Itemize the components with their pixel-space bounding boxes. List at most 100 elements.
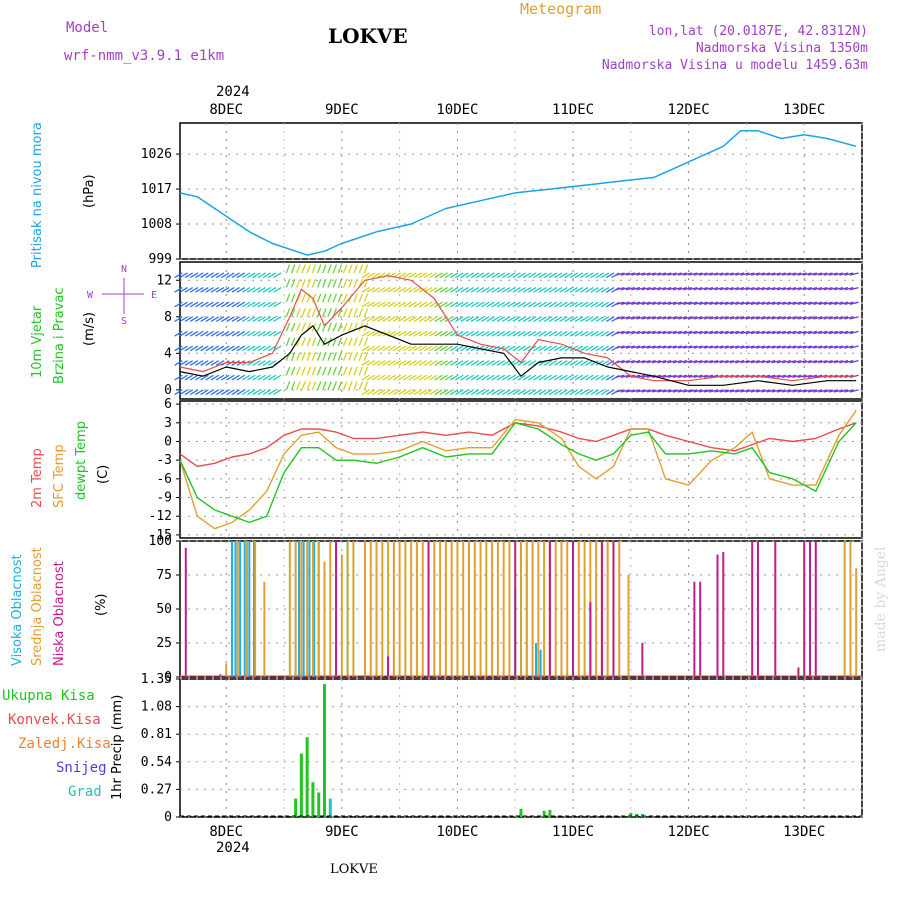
wind-arrow bbox=[657, 360, 667, 364]
xtick-label-top: 12DEC bbox=[668, 102, 710, 118]
wind-arrow bbox=[606, 272, 615, 279]
wind-arrow bbox=[564, 330, 573, 337]
wind-arrow bbox=[361, 272, 370, 279]
cloud-ylabel-2: Srednja Oblacnost bbox=[30, 547, 45, 666]
wind-arrow bbox=[423, 301, 433, 308]
wind-arrow bbox=[834, 330, 844, 335]
wind-arrow bbox=[813, 360, 823, 364]
wind-arrow bbox=[657, 330, 667, 335]
wind-arrow bbox=[195, 389, 204, 396]
wind-arrow bbox=[205, 330, 214, 337]
wind-arrow bbox=[200, 287, 209, 293]
wind-arrow bbox=[353, 337, 358, 347]
wind-arrow bbox=[296, 352, 301, 361]
wind-arrow bbox=[439, 374, 448, 381]
wind-arrow bbox=[226, 272, 235, 279]
wind-arrow bbox=[327, 308, 332, 318]
wind-arrow bbox=[606, 345, 615, 352]
wind-arrow bbox=[849, 345, 859, 349]
wind-arrow bbox=[662, 316, 672, 320]
cloud-bar bbox=[462, 541, 465, 677]
ytick-label: 0 bbox=[164, 810, 172, 825]
wind-arrow bbox=[559, 345, 568, 352]
wind-arrow bbox=[808, 389, 818, 393]
wind-arrow bbox=[327, 293, 332, 303]
wind-arrow bbox=[371, 316, 381, 322]
precip-bar bbox=[519, 808, 523, 817]
wind-arrow bbox=[620, 272, 630, 276]
wind-arrow bbox=[348, 308, 353, 318]
wind-arrow bbox=[849, 316, 859, 320]
wind-arrow bbox=[698, 286, 708, 291]
wind-arrow bbox=[703, 360, 714, 364]
wind-arrow bbox=[342, 278, 348, 288]
wind-arrow bbox=[316, 366, 322, 376]
wind-arrow bbox=[434, 330, 443, 337]
wind-arrow bbox=[257, 316, 266, 322]
compass-w: W bbox=[87, 290, 94, 301]
wind-arrow bbox=[444, 272, 454, 279]
model-altitude-label: Nadmorska Visina u modelu 1459.63m bbox=[601, 58, 868, 73]
wind-arrow bbox=[615, 374, 625, 379]
wind-arrow bbox=[564, 345, 573, 352]
wind-arrow bbox=[574, 330, 584, 337]
wind-arrow bbox=[348, 337, 353, 347]
wind-arrow bbox=[423, 345, 433, 352]
wind-arrow bbox=[620, 360, 630, 364]
wind-arrow bbox=[667, 301, 677, 305]
wind-arrow bbox=[337, 322, 343, 332]
wind-arrow bbox=[397, 374, 407, 381]
wind-arrow bbox=[797, 330, 807, 335]
wind-arrow bbox=[382, 301, 391, 308]
wind-arrow bbox=[455, 301, 464, 308]
wind-arrow bbox=[252, 301, 261, 308]
wind-arrow bbox=[761, 272, 771, 276]
pressure-unit: (hPa) bbox=[82, 174, 97, 208]
wind-arrow bbox=[693, 272, 703, 276]
cloud-bar bbox=[236, 541, 239, 677]
ytick-label: 0 bbox=[164, 670, 172, 685]
wind-arrow bbox=[672, 360, 682, 364]
wind-arrow bbox=[215, 316, 225, 322]
cloud-bar bbox=[427, 541, 430, 677]
wind-arrow bbox=[750, 389, 760, 393]
cloud-bar bbox=[335, 541, 338, 677]
ytick-label: -3 bbox=[156, 453, 172, 468]
wind-arrow bbox=[527, 330, 537, 337]
wind-arrow bbox=[189, 374, 199, 381]
wind-arrow bbox=[507, 301, 516, 308]
wind-arrow bbox=[693, 286, 703, 291]
wind-arrow bbox=[672, 316, 682, 320]
wind-arrow bbox=[290, 322, 296, 332]
wind-arrow bbox=[615, 389, 625, 393]
wind-arrow bbox=[756, 330, 766, 335]
wind-arrow bbox=[703, 374, 714, 379]
wind-arrow bbox=[403, 330, 412, 337]
wind-arrow bbox=[802, 330, 812, 335]
wind-arrow bbox=[585, 330, 594, 337]
wind-arrow bbox=[195, 345, 204, 352]
wind-arrow bbox=[377, 389, 386, 396]
wind-arrow bbox=[600, 301, 610, 308]
wind-arrow bbox=[195, 301, 204, 308]
wind-arrow bbox=[252, 330, 261, 337]
cloud-bar bbox=[808, 541, 811, 677]
wind-arrow bbox=[667, 374, 677, 379]
wind-arrow bbox=[377, 287, 386, 293]
wind-arrow bbox=[337, 293, 343, 303]
cloud-bar bbox=[814, 541, 817, 677]
wind-arrow bbox=[729, 272, 740, 276]
wind-arrow bbox=[470, 287, 480, 293]
wind-arrow bbox=[397, 330, 407, 337]
wind-arrow bbox=[252, 316, 261, 322]
wind-arrow bbox=[543, 330, 552, 337]
wind-arrow bbox=[646, 330, 656, 335]
wind-arrow bbox=[200, 272, 209, 279]
wind-arrow bbox=[849, 389, 859, 393]
wind-arrow bbox=[342, 322, 348, 332]
wind-arrow bbox=[808, 330, 818, 335]
wind-arrow bbox=[600, 330, 610, 337]
wind-arrow bbox=[797, 316, 807, 320]
wind-arrow bbox=[267, 330, 277, 337]
